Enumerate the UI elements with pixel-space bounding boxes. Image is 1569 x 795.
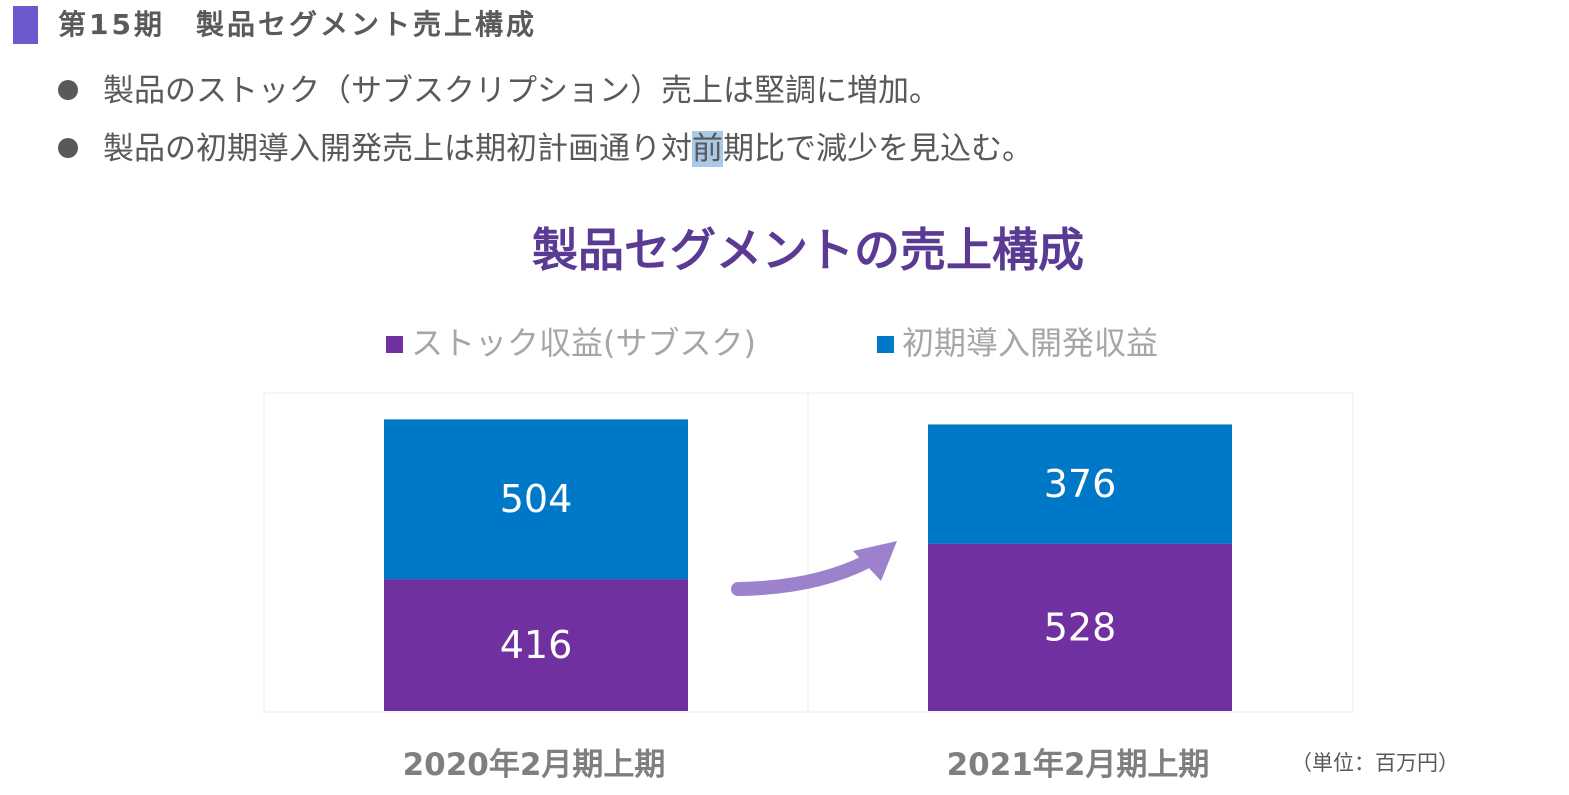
legend-swatch bbox=[877, 336, 894, 353]
data-label: 376 bbox=[1044, 462, 1117, 506]
bar-segment bbox=[928, 424, 1232, 544]
chart-legend: ストック収益(サブスク) 初期導入開発収益 bbox=[386, 324, 1158, 362]
data-label: 504 bbox=[500, 477, 573, 521]
increase-arrow-head-icon bbox=[853, 541, 897, 581]
x-axis-labels: 2020年2月期上期 2021年2月期上期 bbox=[403, 747, 1210, 783]
x-axis-label: 2021年2月期上期 bbox=[947, 747, 1210, 783]
bar-segment bbox=[384, 419, 688, 580]
x-axis-label: 2020年2月期上期 bbox=[403, 747, 666, 783]
bar-segment bbox=[384, 579, 688, 711]
chart-title: 製品セグメントの売上構成 bbox=[532, 223, 1084, 277]
unit-note: （単位：百万円） bbox=[1291, 751, 1459, 775]
bullet-text: 製品のストック（サブスクリプション）売上は堅調に増加。 bbox=[103, 73, 940, 109]
header-accent-bar bbox=[13, 6, 38, 44]
legend-label: 初期導入開発収益 bbox=[902, 324, 1158, 362]
bullet-icon bbox=[58, 138, 78, 158]
bar-group bbox=[384, 419, 1232, 711]
data-label: 416 bbox=[500, 623, 573, 667]
page-title: 第15期 製品セグメント売上構成 bbox=[58, 8, 537, 41]
bullet-icon bbox=[58, 80, 78, 100]
bar-segment bbox=[928, 543, 1232, 711]
increase-arrow-icon bbox=[731, 554, 875, 596]
legend-swatch bbox=[386, 336, 403, 353]
data-label: 528 bbox=[1044, 605, 1117, 649]
text-selection-highlight: 前 bbox=[692, 131, 723, 167]
bullet-text-after: 期比で減少を見込む。 bbox=[723, 131, 1033, 167]
bullet-text-before: 製品の初期導入開発売上は期初計画通り対 bbox=[103, 131, 692, 167]
legend-label: ストック収益(サブスク) bbox=[411, 324, 756, 362]
bullet-text: 製品の初期導入開発売上は期初計画通り対前期比で減少を見込む。 bbox=[103, 124, 1033, 174]
data-label-group: 416 504 528 376 bbox=[500, 462, 1117, 667]
